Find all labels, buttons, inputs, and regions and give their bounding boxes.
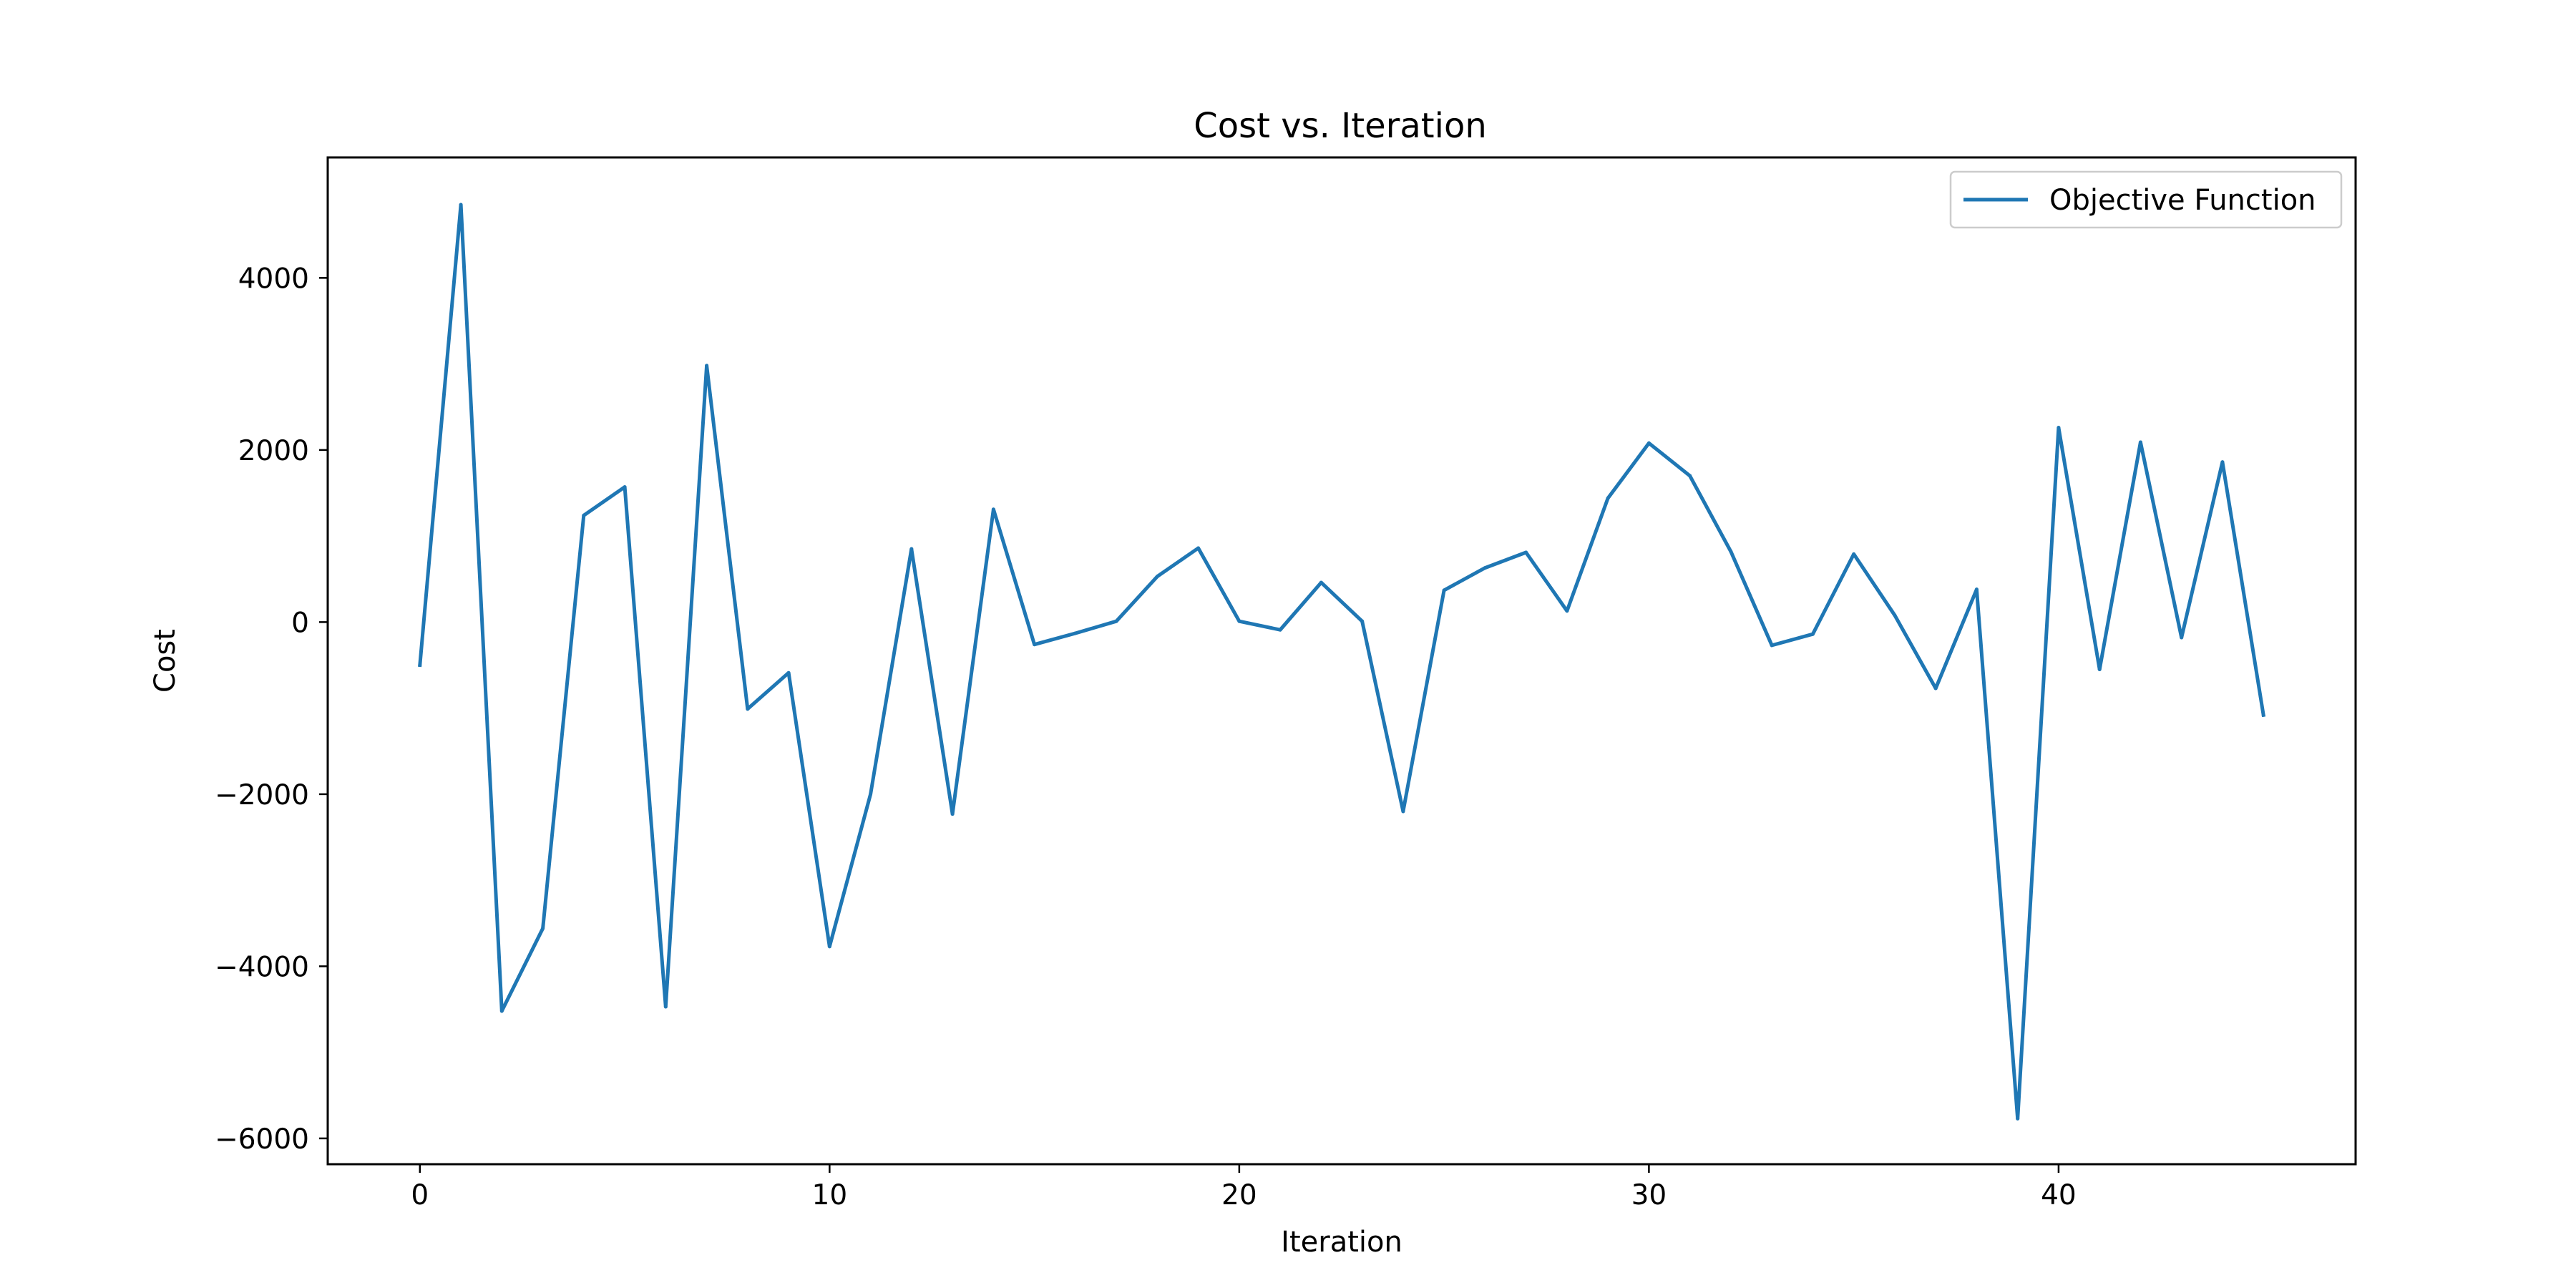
data-point — [1974, 587, 1979, 592]
data-point — [1524, 550, 1528, 555]
data-point — [1442, 588, 1446, 592]
data-point — [1278, 628, 1282, 632]
legend-box — [1949, 170, 2343, 229]
data-point — [582, 513, 586, 517]
data-point — [1933, 686, 1938, 691]
x-tick-label: 0 — [411, 1179, 429, 1211]
data-point — [1483, 566, 1487, 570]
data-point — [1196, 546, 1201, 550]
data-point — [1810, 632, 1815, 636]
y-tick-label: −6000 — [215, 1123, 309, 1156]
data-point — [1033, 643, 1037, 647]
data-point — [1852, 552, 1856, 556]
data-point — [1155, 575, 1159, 579]
data-point — [1237, 619, 1241, 623]
chart-title: Cost vs. Iteration — [1194, 106, 1487, 146]
plot-area — [418, 203, 2266, 1121]
data-point — [2016, 1116, 2020, 1121]
data-point — [663, 1005, 668, 1009]
data-point — [2261, 713, 2265, 717]
data-point — [1688, 474, 1692, 478]
data-point — [786, 670, 791, 675]
data-point — [869, 792, 873, 796]
x-axis-label: Iteration — [1281, 1226, 1402, 1259]
data-point — [623, 485, 627, 489]
data-point — [950, 812, 955, 816]
data-point — [827, 945, 831, 949]
data-point — [1729, 550, 1733, 554]
data-point — [2097, 668, 2102, 672]
y-tick-label: −4000 — [215, 951, 309, 983]
data-point — [1114, 619, 1118, 623]
y-tick-label: −2000 — [215, 779, 309, 811]
y-tick-label: 2000 — [238, 435, 309, 467]
data-point — [418, 663, 422, 668]
data-point — [1893, 613, 1897, 618]
data-point — [909, 547, 914, 551]
data-point — [705, 364, 709, 368]
legend-label: Objective Function — [2049, 184, 2316, 217]
x-tick-label: 30 — [1631, 1179, 1667, 1211]
data-point — [991, 507, 995, 512]
legend: Objective Function — [1949, 170, 2343, 229]
data-point — [2057, 426, 2061, 430]
x-tick-label: 20 — [1221, 1179, 1257, 1211]
data-point — [1646, 441, 1651, 445]
series-line — [418, 203, 2266, 1121]
data-point — [541, 926, 545, 930]
data-point — [1606, 496, 1610, 500]
data-point — [1360, 619, 1365, 623]
data-point — [1770, 643, 1774, 648]
data-point — [1565, 609, 1569, 613]
x-tick-label: 10 — [812, 1179, 848, 1211]
data-point — [1319, 580, 1323, 585]
data-point — [2180, 635, 2184, 640]
x-tick-label: 40 — [2041, 1179, 2077, 1211]
y-axis-label: Cost — [149, 629, 182, 693]
axis-ticks: 0 10 20 30 40 −6000 −4000 −2000 0 2000 4000 — [215, 263, 2077, 1211]
y-tick-label: 0 — [291, 607, 309, 639]
data-point — [459, 203, 463, 207]
data-point — [746, 707, 750, 711]
y-tick-label: 4000 — [238, 263, 309, 295]
data-point — [1401, 809, 1405, 814]
data-point — [1073, 631, 1078, 635]
axes-frame — [326, 156, 2357, 1166]
data-point — [2220, 460, 2225, 464]
data-point — [2138, 440, 2142, 444]
data-point — [499, 1009, 504, 1013]
